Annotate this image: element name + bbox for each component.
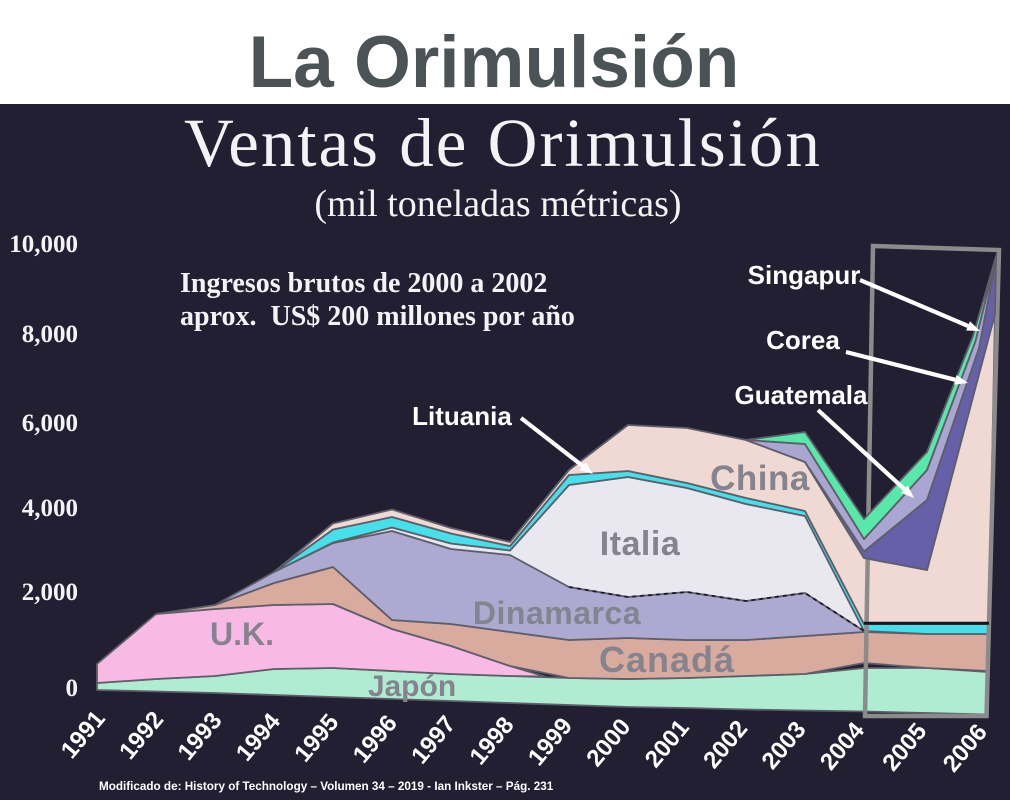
svg-text:0: 0 xyxy=(66,675,79,702)
svg-text:Ventas de Orimulsión: Ventas de Orimulsión xyxy=(184,105,822,181)
svg-text:Italia: Italia xyxy=(600,525,681,563)
svg-text:8,000: 8,000 xyxy=(22,321,78,348)
svg-text:Corea: Corea xyxy=(766,325,840,355)
svg-text:La Orimulsión: La Orimulsión xyxy=(249,22,740,103)
svg-text:aprox. US$ 200 millones por a: aprox. US$ 200 millones por año xyxy=(180,301,575,332)
svg-text:Guatemala: Guatemala xyxy=(735,380,868,410)
svg-text:Singapur: Singapur xyxy=(748,260,861,290)
svg-text:(mil toneladas métricas): (mil toneladas métricas) xyxy=(314,183,681,225)
svg-text:Modificado de: History of Tech: Modificado de: History of Technology – V… xyxy=(99,780,554,793)
svg-text:Lituania: Lituania xyxy=(412,401,512,431)
svg-text:Dinamarca: Dinamarca xyxy=(473,595,641,631)
svg-text:Canadá: Canadá xyxy=(599,639,735,680)
svg-text:Ingresos brutos de 2000 a 2002: Ingresos brutos de 2000 a 2002 xyxy=(180,268,547,299)
svg-text:2,000: 2,000 xyxy=(22,579,78,606)
svg-text:10,000: 10,000 xyxy=(9,231,78,258)
svg-text:China: China xyxy=(710,459,810,498)
svg-text:4,000: 4,000 xyxy=(22,495,78,522)
svg-text:6,000: 6,000 xyxy=(22,410,78,437)
svg-text:Japón: Japón xyxy=(368,670,456,703)
svg-text:U.K.: U.K. xyxy=(210,616,274,652)
